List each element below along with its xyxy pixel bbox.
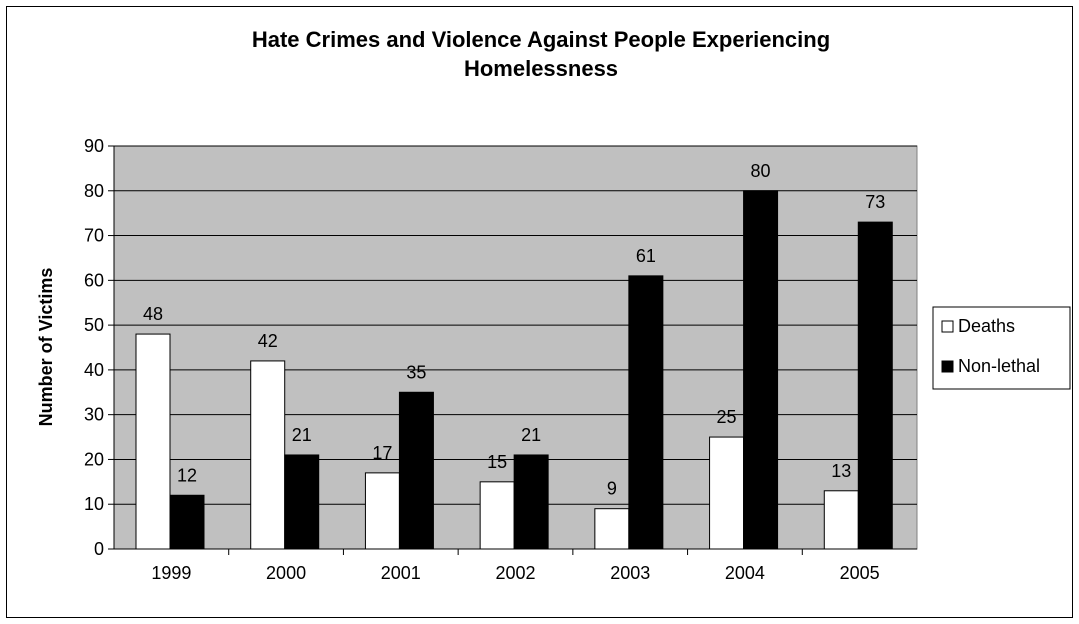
x-tick-label: 2000: [266, 563, 306, 583]
chart-title-line-1: Hate Crimes and Violence Against People …: [252, 27, 830, 52]
y-tick-label: 50: [84, 315, 104, 335]
bar-non-lethal: [628, 275, 664, 550]
bar-deaths: [823, 490, 859, 550]
legend-swatch-deaths: [941, 320, 954, 333]
legend-swatch-non-lethal: [941, 360, 954, 373]
x-tick-label: 2002: [495, 563, 535, 583]
data-label: 15: [487, 452, 507, 472]
legend-label-deaths: Deaths: [958, 316, 1015, 336]
y-tick-label: 70: [84, 226, 104, 246]
y-axis-title: Number of Victims: [36, 268, 56, 427]
axes: 0 10 20 30 40 50 60 70 80 90 1999 2000 2001 2002 2003 2…: [84, 136, 917, 583]
y-tick-label: 90: [84, 136, 104, 156]
data-label: 17: [372, 443, 392, 463]
bar-non-lethal: [284, 454, 320, 550]
data-label: 80: [751, 161, 771, 181]
data-label: 73: [865, 192, 885, 212]
bars: [135, 190, 893, 550]
bar-deaths: [364, 472, 400, 550]
y-tick-label: 0: [94, 539, 104, 559]
y-tick-label: 20: [84, 449, 104, 469]
y-tick-label: 10: [84, 494, 104, 514]
y-tick-label: 80: [84, 181, 104, 201]
chart-title-line-2: Homelessness: [464, 56, 618, 81]
data-label: 61: [636, 246, 656, 266]
y-tick-label: 60: [84, 270, 104, 290]
bar-non-lethal: [743, 190, 779, 550]
legend-box: [932, 306, 1071, 390]
bar-deaths: [709, 436, 745, 550]
data-label: 25: [717, 407, 737, 427]
bar-non-lethal: [857, 221, 893, 550]
bar-non-lethal: [398, 391, 434, 550]
data-label: 35: [406, 362, 426, 382]
data-label: 13: [831, 461, 851, 481]
legend: Deaths Non-lethal: [932, 306, 1071, 390]
data-label: 48: [143, 304, 163, 324]
data-label: 42: [258, 331, 278, 351]
bar-deaths: [479, 481, 515, 550]
data-label: 21: [521, 425, 541, 445]
bar-deaths: [135, 333, 171, 550]
x-tick-label: 2005: [840, 563, 880, 583]
bar-non-lethal: [169, 494, 205, 550]
x-tick-label: 1999: [151, 563, 191, 583]
data-label: 12: [177, 465, 197, 485]
legend-label-non-lethal: Non-lethal: [958, 356, 1040, 376]
x-tick-label: 2004: [725, 563, 765, 583]
y-tick-label: 30: [84, 405, 104, 425]
x-tick-label: 2003: [610, 563, 650, 583]
data-labels: 48 12 42 21 17 35 15 21 9 61 25 80 13 73: [143, 161, 885, 499]
data-label: 9: [607, 479, 617, 499]
x-tick-label: 2001: [381, 563, 421, 583]
data-label: 21: [292, 425, 312, 445]
y-tick-label: 40: [84, 360, 104, 380]
bar-non-lethal: [513, 454, 549, 550]
bar-deaths: [250, 360, 286, 550]
bar-deaths: [594, 508, 630, 550]
